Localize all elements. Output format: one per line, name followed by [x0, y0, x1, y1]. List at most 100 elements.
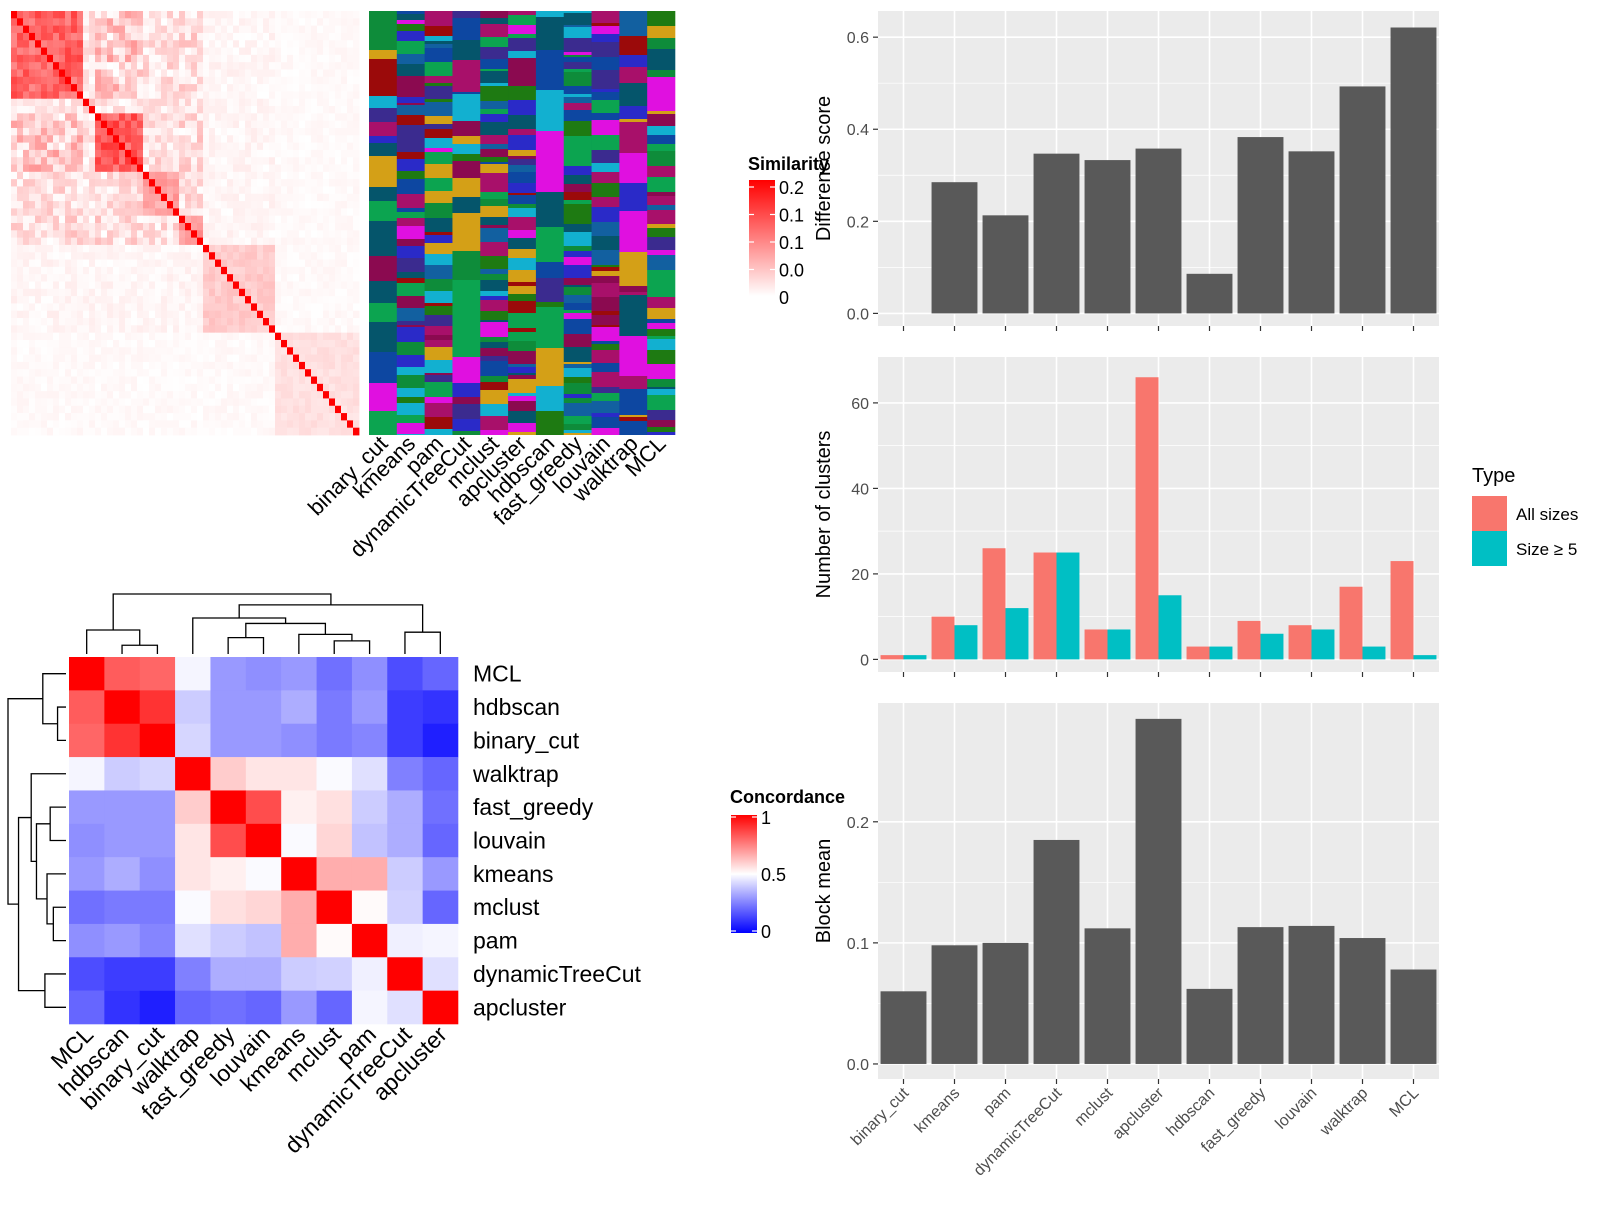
similarity-cell [143, 47, 150, 56]
similarity-cell [221, 383, 228, 392]
similarity-cell [155, 91, 162, 100]
similarity-cell [191, 215, 198, 224]
similarity-cell [203, 164, 210, 173]
similarity-cell [275, 318, 282, 326]
similarity-cell [47, 11, 54, 19]
similarity-cell [47, 135, 54, 143]
similarity-cell [353, 54, 360, 63]
similarity-cell [239, 310, 246, 319]
similarity-cell [173, 25, 180, 34]
similarity-cell [173, 47, 180, 56]
similarity-cell [77, 11, 84, 19]
similarity-cell [233, 25, 240, 34]
similarity-cell [71, 186, 78, 195]
similarity-cell [215, 120, 222, 129]
similarity-cell [167, 413, 174, 421]
similarity-cell [233, 288, 240, 297]
similarity-cell [287, 252, 294, 260]
similarity-cell [323, 84, 330, 92]
similarity-cell [323, 413, 330, 421]
similarity-cell [341, 281, 348, 290]
similarity-cell [293, 91, 300, 100]
similarity-cell [59, 223, 66, 231]
similarity-cell [323, 120, 330, 129]
membership-cell [508, 159, 537, 165]
similarity-cell [155, 142, 162, 151]
similarity-cell [203, 259, 210, 268]
concordance-cell [351, 923, 388, 958]
similarity-cell [341, 376, 348, 385]
similarity-cell [287, 420, 294, 429]
similarity-cell [221, 208, 228, 217]
membership-cell [480, 59, 509, 69]
similarity-cell [197, 47, 204, 56]
similarity-cell [23, 369, 30, 377]
similarity-cell [137, 40, 144, 48]
similarity-cell [323, 369, 330, 377]
similarity-cell [287, 288, 294, 297]
similarity-cell [353, 420, 360, 429]
similarity-cell [275, 149, 282, 158]
similarity-legend-ticks: 0.20.10.10.00 [749, 178, 804, 308]
membership-cell [480, 177, 509, 192]
similarity-cell [299, 54, 306, 63]
similarity-cell [221, 54, 228, 63]
similarity-cell [275, 274, 282, 282]
similarity-cell [341, 383, 348, 392]
similarity-cell [347, 332, 354, 341]
similarity-cell [221, 281, 228, 290]
similarity-cell [305, 186, 312, 195]
similarity-cell [167, 325, 174, 334]
membership-cell [396, 226, 425, 239]
similarity-cell [239, 405, 246, 414]
similarity-cell [257, 391, 264, 399]
similarity-cell [71, 62, 78, 70]
similarity-cell [65, 84, 72, 92]
similarity-cell [221, 398, 228, 407]
membership-cell [452, 178, 481, 197]
similarity-cell [41, 11, 48, 19]
similarity-cell [269, 127, 276, 136]
similarity-cell [287, 405, 294, 414]
similarity-cell [23, 127, 30, 136]
similarity-cell [263, 69, 270, 78]
similarity-cell [197, 186, 204, 195]
similarity-cell [47, 84, 54, 92]
similarity-cell [299, 84, 306, 92]
similarity-cell [245, 347, 252, 355]
similarity-cell [203, 25, 210, 34]
similarity-cell [101, 54, 108, 63]
similarity-cell [215, 405, 222, 414]
similarity-cell [281, 47, 288, 56]
similarity-cell [323, 325, 330, 334]
bar [1135, 148, 1182, 314]
similarity-cell [227, 54, 234, 63]
similarity-cell [71, 318, 78, 326]
similarity-cell [47, 69, 54, 78]
similarity-cell [53, 383, 60, 392]
similarity-cell [323, 376, 330, 385]
similarity-cell [329, 113, 336, 122]
similarity-cell [275, 142, 282, 151]
membership-cell [396, 388, 425, 397]
similarity-cell [323, 164, 330, 173]
similarity-cell [299, 310, 306, 319]
similarity-cell [299, 171, 306, 180]
membership-cell [480, 382, 509, 390]
similarity-cell [137, 259, 144, 268]
similarity-cell [317, 383, 324, 392]
similarity-cell [245, 186, 252, 195]
similarity-cell [221, 230, 228, 239]
similarity-cell [293, 127, 300, 136]
similarity-cell [125, 405, 132, 414]
similarity-cell [353, 391, 360, 399]
similarity-cell [29, 127, 36, 136]
similarity-cell [311, 318, 318, 326]
similarity-cell [329, 32, 336, 41]
membership-cell [535, 411, 565, 435]
similarity-cell [203, 84, 210, 92]
similarity-cell [287, 76, 294, 85]
similarity-cell [287, 274, 294, 282]
similarity-cell [275, 303, 282, 312]
similarity-cell [131, 98, 138, 107]
